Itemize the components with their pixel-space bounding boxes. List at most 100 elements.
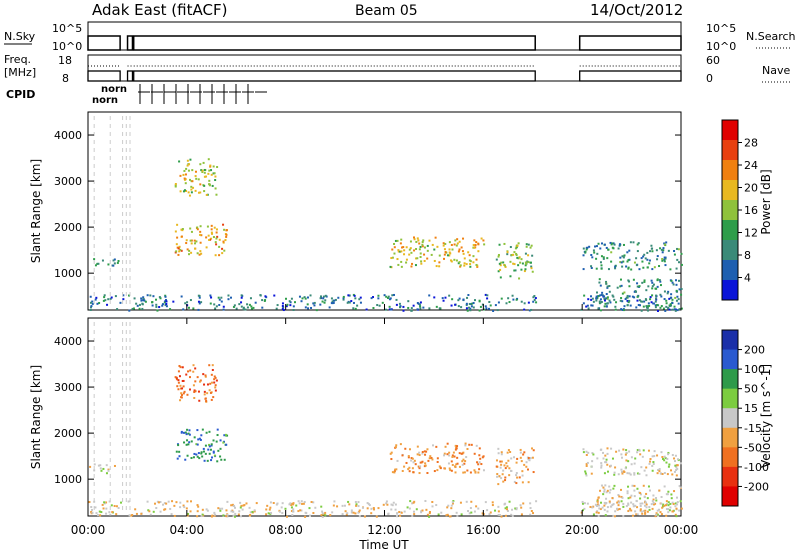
range-cell <box>188 253 191 256</box>
range-cell <box>225 233 228 236</box>
range-cell <box>394 503 397 506</box>
range-cell <box>663 260 666 263</box>
range-cell <box>642 449 645 452</box>
range-cell <box>201 508 204 511</box>
range-tick-label: 4000 <box>54 129 82 142</box>
range-cell <box>90 305 93 308</box>
range-cell <box>377 297 380 300</box>
range-cell <box>491 504 494 507</box>
colorbar-swatch <box>722 466 738 487</box>
range-cell <box>199 241 202 244</box>
range-cell <box>675 279 678 282</box>
range-cell <box>508 474 511 477</box>
range-cell <box>641 300 644 303</box>
range-cell <box>188 194 191 197</box>
colorbar-swatch <box>722 486 738 507</box>
range-cell <box>462 237 465 240</box>
range-cell <box>596 457 599 460</box>
range-cell <box>222 223 225 226</box>
range-cell <box>178 455 181 458</box>
range-cell <box>521 262 524 265</box>
range-cell <box>210 231 213 234</box>
range-cell <box>595 511 598 514</box>
colorbar-tick-label: -50 <box>744 441 762 454</box>
range-cell <box>249 297 252 300</box>
nave-tick-bottom: 0 <box>706 72 713 85</box>
range-cell <box>179 506 182 509</box>
range-cell <box>116 261 119 264</box>
range-cell <box>194 247 197 250</box>
range-cell <box>658 508 661 511</box>
range-cell <box>608 299 611 302</box>
range-cell <box>609 488 612 491</box>
range-cell <box>669 506 672 509</box>
range-cell <box>673 470 676 473</box>
range-cell <box>182 385 185 388</box>
range-cell <box>676 309 679 312</box>
range-cell <box>352 511 355 514</box>
time-tick-label: 20:00 <box>565 523 600 537</box>
range-cell <box>619 299 622 302</box>
range-cell <box>443 454 446 457</box>
range-cell <box>605 491 608 494</box>
range-cell <box>179 399 182 402</box>
range-cell <box>602 457 605 460</box>
range-cell <box>428 510 431 513</box>
range-cell <box>141 303 144 306</box>
range-cell <box>425 450 428 453</box>
range-cell <box>619 278 622 281</box>
colorbar-swatch <box>722 330 738 351</box>
range-cell <box>603 305 606 308</box>
range-cell <box>210 296 213 299</box>
range-cell <box>680 287 683 290</box>
range-cell <box>656 513 659 516</box>
range-cell <box>248 506 251 509</box>
range-cell <box>582 268 585 271</box>
range-cell <box>333 299 336 302</box>
range-cell <box>297 510 300 513</box>
range-cell <box>322 297 325 300</box>
range-cell <box>628 280 631 283</box>
range-cell <box>216 166 219 169</box>
range-cell <box>600 466 603 469</box>
range-cell <box>601 294 604 297</box>
range-cell <box>413 238 416 241</box>
range-cell <box>656 454 659 457</box>
range-cell <box>348 301 351 304</box>
range-cell <box>456 238 459 241</box>
range-cell <box>408 507 411 510</box>
range-cell <box>622 502 625 505</box>
range-cell <box>205 193 208 196</box>
range-cell <box>636 243 639 246</box>
range-cell <box>194 189 197 192</box>
range-cell <box>214 187 217 190</box>
range-cell <box>373 508 376 511</box>
range-cell <box>239 515 242 518</box>
range-cell <box>378 304 381 307</box>
range-cell <box>580 308 583 311</box>
freq-segment <box>87 70 121 82</box>
range-cell <box>238 510 241 513</box>
range-cell <box>661 506 664 509</box>
range-cell <box>510 469 513 472</box>
cpid-label: CPID <box>6 88 35 101</box>
range-cell <box>454 239 457 242</box>
range-cell <box>208 389 211 392</box>
range-cell <box>413 249 416 252</box>
range-cell <box>281 305 284 308</box>
range-cell <box>500 451 503 454</box>
range-cell <box>450 460 453 463</box>
range-cell <box>200 252 203 255</box>
range-cell <box>623 305 626 308</box>
range-cell <box>291 513 294 516</box>
range-cell <box>214 307 217 310</box>
range-cell <box>179 174 182 177</box>
range-cell <box>663 256 666 259</box>
range-cell <box>411 262 414 265</box>
range-cell <box>199 191 202 194</box>
range-cell <box>226 515 229 518</box>
range-cell <box>665 502 668 505</box>
range-cell <box>676 503 679 506</box>
